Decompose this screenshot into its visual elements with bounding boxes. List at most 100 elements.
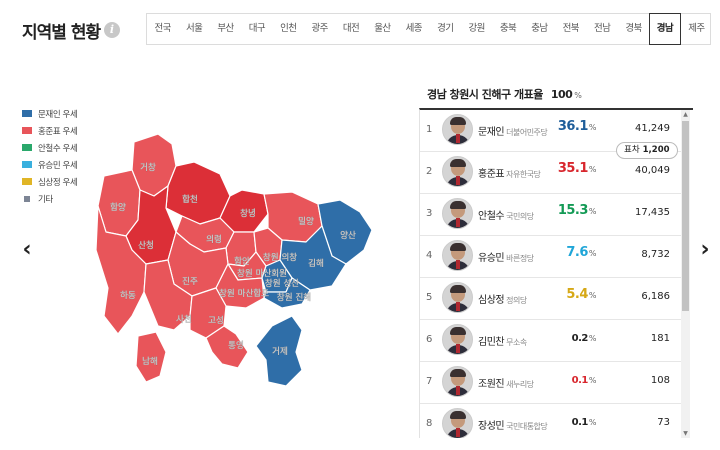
photo-tie bbox=[456, 134, 460, 143]
tab-region[interactable]: 경북 bbox=[625, 23, 642, 34]
results-title-text: 경남 창원시 진해구 개표율 bbox=[427, 88, 543, 101]
tab-region[interactable]: 울산 bbox=[374, 23, 391, 34]
tab-region[interactable]: 서울 bbox=[185, 23, 203, 34]
map-region-changwon-masanhappo[interactable] bbox=[215, 263, 265, 309]
candidate-percent-value: 7.6 bbox=[566, 245, 588, 260]
candidate-percent: 35.1% bbox=[538, 161, 597, 176]
photo-hair bbox=[450, 159, 466, 167]
tab-region[interactable]: 충북 bbox=[499, 23, 517, 34]
candidate-photo bbox=[442, 408, 473, 438]
candidate-photo bbox=[442, 366, 473, 397]
scrollbar-thumb[interactable] bbox=[682, 121, 689, 311]
candidate-name: 홍준표 bbox=[478, 169, 505, 180]
tab-region[interactable]: 부산 bbox=[217, 23, 234, 34]
map-region-namhae[interactable] bbox=[135, 331, 167, 383]
region-map: 거창 함양 합천 창녕 밀양 양산 산청 의령 함안 창원 의창 김해 창원 마… bbox=[95, 120, 396, 410]
legend-item: 유승민 우세 bbox=[22, 156, 78, 173]
tab-region[interactable]: 경기 bbox=[437, 23, 454, 34]
tab-region[interactable]: 전북 bbox=[562, 23, 580, 34]
photo-hair bbox=[450, 411, 466, 419]
info-icon[interactable]: i bbox=[104, 22, 120, 38]
legend-swatch bbox=[22, 178, 32, 185]
chevron-right-icon[interactable]: › bbox=[700, 237, 710, 262]
photo-tie bbox=[456, 218, 460, 227]
results-scrollbar[interactable]: ▲ ▼ bbox=[681, 110, 690, 438]
legend-label: 홍준표 우세 bbox=[38, 126, 78, 137]
tab-region[interactable]: 전국 bbox=[154, 23, 172, 34]
map-region-changwon-jinhae[interactable] bbox=[263, 277, 311, 309]
photo-tie bbox=[456, 344, 460, 353]
candidate-votes: 40,049 bbox=[635, 165, 670, 176]
map-label-changwon-uichang: 창원 의창 bbox=[263, 252, 297, 263]
scroll-up-icon[interactable]: ▲ bbox=[683, 111, 688, 118]
map-region-tongyeong[interactable] bbox=[205, 325, 249, 369]
candidate-percent-value: 15.3 bbox=[557, 203, 589, 218]
candidate-photo bbox=[442, 156, 473, 187]
map-region-hadong[interactable] bbox=[95, 205, 147, 335]
candidate-percent: 0.2% bbox=[538, 333, 597, 344]
page-title: 지역별 현황 bbox=[22, 23, 101, 43]
tab-region[interactable]: 대구 bbox=[248, 23, 266, 34]
map-label-jinju: 진주 bbox=[182, 276, 198, 287]
candidate-party: 국민의당 bbox=[506, 212, 534, 221]
chevron-left-icon[interactable]: ‹ bbox=[22, 237, 32, 262]
candidate-name: 심상정 bbox=[478, 295, 505, 306]
candidate-name-group: 장성민 국민대통합당 bbox=[478, 417, 548, 432]
legend-label: 문재인 우세 bbox=[38, 109, 78, 120]
candidate-party: 국민대통합당 bbox=[506, 422, 548, 431]
tab-region[interactable]: 충남 bbox=[531, 23, 548, 34]
legend-item: 안철수 우세 bbox=[22, 139, 78, 156]
candidate-name: 유승민 bbox=[478, 253, 505, 264]
candidate-name: 김민찬 bbox=[478, 337, 505, 348]
candidate-photo bbox=[442, 282, 473, 313]
tab-region[interactable]: 전남 bbox=[594, 23, 611, 34]
tab-region[interactable]: 제주 bbox=[688, 23, 705, 34]
candidate-percent: 15.3% bbox=[538, 203, 597, 218]
candidate-party: 바른정당 bbox=[506, 254, 534, 263]
vote-difference-label: 표차 bbox=[624, 145, 640, 155]
tab-region[interactable]: 인천 bbox=[280, 23, 297, 34]
photo-hair bbox=[450, 369, 466, 377]
photo-tie bbox=[456, 176, 460, 185]
candidate-percent: 36.1% bbox=[538, 119, 597, 134]
map-label-haman: 함안 bbox=[234, 256, 250, 267]
candidate-row: 6 김민찬 무소속 0.2% 181 bbox=[420, 320, 682, 362]
candidate-photo bbox=[442, 114, 473, 145]
candidate-name: 조원진 bbox=[478, 379, 505, 390]
candidate-percent-unit: % bbox=[588, 418, 597, 427]
tab-region[interactable]: 경남 bbox=[649, 13, 681, 45]
candidate-percent-value: 0.2 bbox=[571, 333, 589, 344]
candidate-row: 5 심상정 정의당 5.4% 6,186 bbox=[420, 278, 682, 320]
map-label-tongyeong: 통영 bbox=[228, 340, 244, 351]
tab-region[interactable]: 세종 bbox=[405, 23, 423, 34]
map-label-namhae: 남해 bbox=[142, 356, 158, 367]
legend-item: 심상정 우세 bbox=[22, 173, 78, 190]
candidate-photo bbox=[442, 240, 473, 271]
map-region-geoje[interactable] bbox=[255, 315, 303, 387]
candidate-percent: 0.1% bbox=[538, 417, 597, 428]
candidate-votes: 108 bbox=[650, 375, 670, 386]
candidate-percent-value: 35.1 bbox=[557, 161, 589, 176]
map-label-hadong: 하동 bbox=[120, 290, 136, 301]
tab-region[interactable]: 대전 bbox=[342, 23, 360, 34]
legend-swatch bbox=[22, 144, 32, 151]
candidate-name-group: 안철수 국민의당 bbox=[478, 207, 534, 222]
candidate-percent-unit: % bbox=[588, 165, 597, 174]
candidate-name-group: 홍준표 자유한국당 bbox=[478, 165, 541, 180]
map-label-hamyang: 함양 bbox=[110, 202, 126, 213]
scroll-down-icon[interactable]: ▼ bbox=[683, 430, 688, 437]
map-label-changnyeong: 창녕 bbox=[240, 208, 256, 219]
map-region-hapcheon[interactable] bbox=[165, 161, 231, 225]
candidate-percent-value: 5.4 bbox=[566, 287, 588, 302]
map-label-geochang: 거창 bbox=[140, 162, 156, 173]
candidate-name-group: 유승민 바른정당 bbox=[478, 249, 534, 264]
region-tabs: 전국 서울 부산 대구 인천 광주 대전 울산 세종 경기 강원 충북 충남 전북 전남 경북 경남 제주 bbox=[146, 13, 711, 45]
candidate-percent: 0.1% bbox=[538, 375, 597, 386]
candidate-rank: 8 bbox=[426, 418, 433, 429]
tab-region[interactable]: 강원 bbox=[468, 23, 485, 34]
tab-region[interactable]: 광주 bbox=[311, 23, 329, 34]
candidate-name-group: 김민찬 무소속 bbox=[478, 333, 527, 348]
vote-difference-badge: 표차 1,200 bbox=[616, 142, 678, 159]
candidate-rank: 3 bbox=[426, 208, 433, 219]
